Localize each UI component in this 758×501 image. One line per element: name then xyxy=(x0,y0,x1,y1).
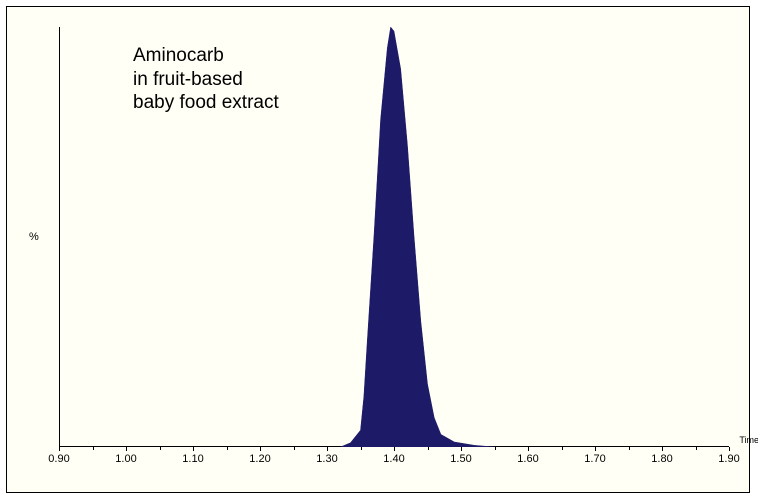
x-minor-tick xyxy=(93,447,94,450)
x-tick xyxy=(260,447,261,451)
chart-frame: % Time 0.901.001.101.201.301.401.501.601… xyxy=(6,6,750,493)
x-minor-tick xyxy=(294,447,295,450)
x-tick xyxy=(193,447,194,451)
x-tick xyxy=(394,447,395,451)
x-minor-tick xyxy=(495,447,496,450)
x-tick-label: 1.30 xyxy=(316,453,337,465)
plot-area: % Time 0.901.001.101.201.301.401.501.601… xyxy=(59,27,729,447)
x-minor-tick xyxy=(562,447,563,450)
x-tick-label: 1.50 xyxy=(450,453,471,465)
x-minor-tick xyxy=(160,447,161,450)
x-tick-label: 1.10 xyxy=(182,453,203,465)
x-tick xyxy=(729,447,730,451)
peak-annotation: Aminocarb in fruit-based baby food extra… xyxy=(133,44,279,115)
x-tick xyxy=(662,447,663,451)
x-minor-tick xyxy=(227,447,228,450)
x-tick xyxy=(528,447,529,451)
x-tick-label: 1.70 xyxy=(584,453,605,465)
x-tick-label: 1.90 xyxy=(718,453,739,465)
x-tick-label: 1.60 xyxy=(517,453,538,465)
x-tick-label: 1.80 xyxy=(651,453,672,465)
x-tick xyxy=(59,447,60,451)
x-minor-tick xyxy=(696,447,697,450)
x-tick-label: 1.20 xyxy=(249,453,270,465)
x-minor-tick xyxy=(428,447,429,450)
x-axis-title: Time xyxy=(739,435,758,445)
x-tick-label: 1.00 xyxy=(115,453,136,465)
x-tick xyxy=(595,447,596,451)
x-tick xyxy=(461,447,462,451)
x-tick xyxy=(327,447,328,451)
x-tick-label: 1.40 xyxy=(383,453,404,465)
x-tick-label: 0.90 xyxy=(48,453,69,465)
x-minor-tick xyxy=(361,447,362,450)
x-tick xyxy=(126,447,127,451)
x-minor-tick xyxy=(629,447,630,450)
y-axis-title: % xyxy=(29,231,39,243)
